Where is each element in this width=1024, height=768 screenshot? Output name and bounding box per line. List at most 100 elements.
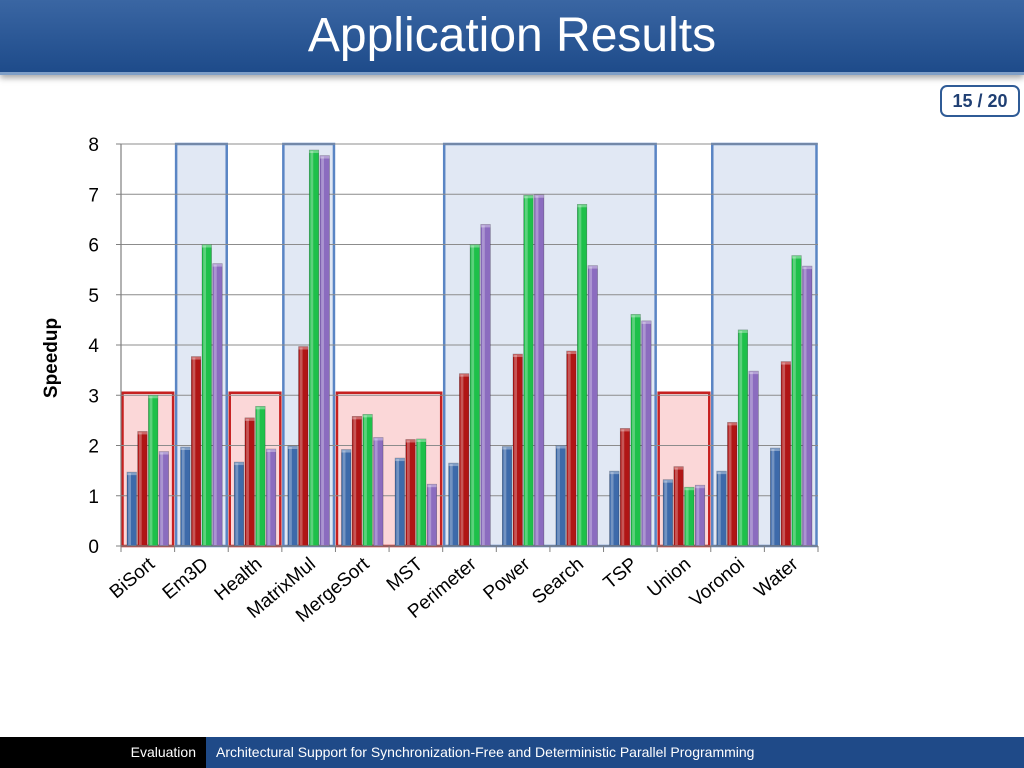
- bar-cap: [609, 471, 620, 475]
- bar-cap: [180, 447, 191, 451]
- bar-shine: [203, 245, 207, 545]
- x-tick-label-search: Search: [528, 554, 588, 609]
- bar-cap: [298, 346, 309, 350]
- bar-shine: [342, 450, 346, 545]
- bar-shine: [417, 439, 421, 545]
- bar-shine: [675, 467, 678, 545]
- bar-cap: [341, 449, 351, 453]
- bar-cap: [309, 150, 319, 154]
- bar-shine: [589, 266, 593, 545]
- bar-shine: [503, 447, 507, 545]
- y-tick-label: 4: [88, 336, 99, 357]
- bar-shine: [471, 245, 475, 545]
- bar-shine: [482, 225, 485, 545]
- bar-cap: [352, 416, 362, 420]
- bar-shine: [557, 446, 560, 545]
- bar-cap: [266, 449, 276, 453]
- bar-cap: [448, 463, 459, 467]
- bar-shine: [578, 205, 582, 546]
- bar-cap: [513, 354, 523, 358]
- bar-cap: [555, 445, 566, 449]
- bar-shine: [160, 452, 164, 545]
- y-tick-label: 2: [88, 437, 99, 458]
- bar-shine: [364, 415, 367, 545]
- bar-shine: [235, 463, 239, 545]
- y-axis-label: Speedup: [41, 318, 62, 398]
- bar-shine: [782, 362, 786, 545]
- bar-shine: [246, 418, 249, 545]
- footer-section-label: Evaluation: [0, 737, 206, 768]
- bar-shine: [374, 438, 378, 545]
- y-tick-label: 3: [88, 386, 99, 407]
- bar-cap: [159, 451, 169, 455]
- bar-cap: [405, 439, 416, 443]
- bar-shine: [685, 488, 689, 545]
- x-tick-label-em3d: Em3D: [159, 554, 213, 604]
- bar-cap: [802, 266, 812, 270]
- bar-shine: [632, 315, 635, 545]
- bar-cap: [566, 351, 577, 355]
- bar-shine: [353, 417, 357, 545]
- bar-cap: [781, 361, 791, 365]
- bar-cap: [630, 314, 641, 318]
- bar-cap: [502, 446, 512, 450]
- bar-shine: [321, 156, 324, 545]
- y-tick-label: 8: [88, 135, 99, 156]
- bar-cap: [673, 466, 684, 470]
- bar-shine: [428, 485, 432, 545]
- bar-shine: [535, 195, 539, 545]
- y-tick-label: 5: [88, 286, 99, 307]
- footer-bar: Evaluation Architectural Support for Syn…: [0, 737, 1024, 768]
- y-tick-labels: 0 1 2 3 4 5 6 7 8: [88, 135, 99, 558]
- bar-shine: [717, 472, 721, 545]
- y-tick-label: 6: [88, 236, 99, 257]
- bar-cap: [319, 155, 330, 159]
- bar-cap: [287, 446, 298, 450]
- bar-shine: [267, 450, 271, 545]
- bar-cap: [791, 255, 802, 259]
- bar-cap: [738, 329, 748, 333]
- bar-shine: [524, 196, 528, 545]
- bar-shine: [750, 372, 753, 545]
- bar-cap: [695, 485, 705, 489]
- bar-shine: [610, 472, 614, 545]
- bar-cap: [212, 263, 223, 267]
- bar-shine: [642, 321, 646, 545]
- bar-cap: [534, 194, 544, 198]
- bar-shine: [567, 352, 571, 545]
- bar-shine: [149, 396, 153, 545]
- bar-cap: [663, 479, 673, 483]
- bar-shine: [138, 432, 142, 545]
- bar-shine: [449, 464, 453, 545]
- bar-cap: [459, 373, 469, 377]
- bar-shine: [396, 459, 400, 545]
- x-tick-label-water: Water: [751, 553, 803, 602]
- x-tick-label-tsp: TSP: [600, 554, 642, 594]
- bar-shine: [803, 267, 807, 545]
- speedup-chart: 0 1 2 3 4 5 6 7 8 BiSort Em3DHealthMatrixMulMerge…: [41, 135, 819, 627]
- bar-cap: [362, 414, 373, 418]
- bar-cap: [395, 458, 405, 462]
- bar-shine: [128, 473, 132, 545]
- bar-cap: [727, 422, 737, 426]
- footer-talk-title: Architectural Support for Synchronizatio…: [216, 744, 755, 760]
- bar-cap: [148, 395, 158, 399]
- bar-shine: [289, 447, 292, 545]
- y-tick-label: 0: [88, 537, 99, 558]
- bar-cap: [748, 371, 759, 375]
- bar-cap: [588, 265, 598, 269]
- bar-shine: [728, 423, 732, 545]
- bar-shine: [792, 256, 796, 545]
- page-counter: 15 / 20: [940, 85, 1020, 117]
- bar-cap: [470, 244, 480, 248]
- bar-shine: [514, 355, 518, 545]
- bar-shine: [299, 347, 303, 545]
- x-tick-label-voronoi: Voronoi: [686, 554, 749, 612]
- bar-shine: [181, 448, 185, 545]
- bar-cap: [255, 406, 266, 410]
- bars: [126, 149, 813, 547]
- slide-title: Application Results: [307, 9, 717, 62]
- bar-cap: [373, 437, 384, 441]
- bar-cap: [641, 320, 652, 324]
- bar-shine: [771, 449, 775, 545]
